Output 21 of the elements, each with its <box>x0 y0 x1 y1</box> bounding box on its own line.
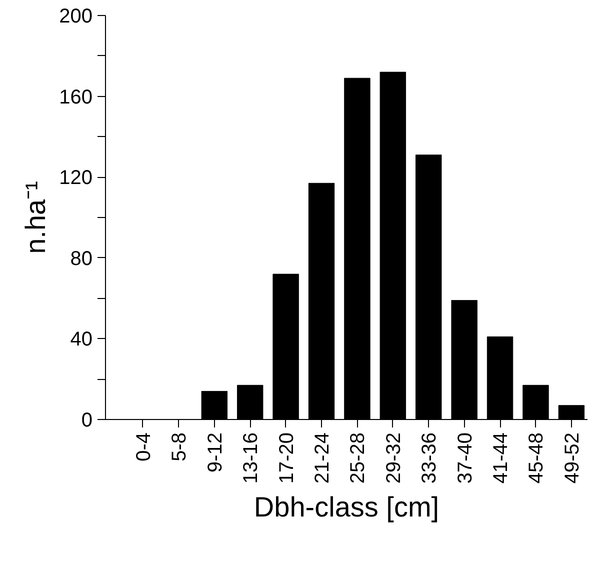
y-tick-label: 40 <box>70 328 93 351</box>
x-tick-label: 25-28 <box>347 432 370 484</box>
x-tick-label: 13-16 <box>240 432 262 484</box>
x-tick-label: 41-44 <box>490 432 512 484</box>
x-tick-label: 29-32 <box>382 432 405 484</box>
x-tick-label: 5-8 <box>168 432 191 462</box>
x-tick-label: 49-52 <box>561 432 584 484</box>
x-tick-label: 0-4 <box>132 432 155 462</box>
y-tick-label: 80 <box>70 248 93 270</box>
x-tick-label: 17-20 <box>276 432 298 484</box>
x-tick-label: 9-12 <box>204 432 226 473</box>
x-tick-label: 45-48 <box>526 432 548 484</box>
x-tick-label: 37-40 <box>454 432 476 484</box>
y-tick-label: 0 <box>81 410 92 432</box>
x-tick-label: 21-24 <box>312 432 334 484</box>
y-tick-label: 120 <box>59 167 93 190</box>
x-tick-label: 33-36 <box>418 432 441 484</box>
x-axis-title: Dbh-class [cm] <box>254 492 440 523</box>
y-tick-label: 200 <box>59 6 93 28</box>
y-axis-title: n.ha⁻¹ <box>20 181 52 254</box>
y-tick-label: 160 <box>59 86 93 108</box>
